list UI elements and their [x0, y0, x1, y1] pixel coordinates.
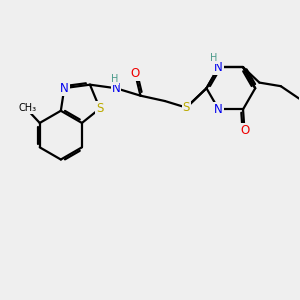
Text: O: O — [240, 124, 249, 137]
Text: S: S — [183, 101, 190, 114]
Text: CH₃: CH₃ — [18, 103, 36, 113]
Text: N: N — [60, 82, 69, 94]
Text: O: O — [130, 67, 140, 80]
Text: H: H — [210, 53, 217, 63]
Text: H: H — [111, 74, 118, 84]
Text: N: N — [214, 61, 223, 74]
Text: N: N — [112, 82, 121, 95]
Text: S: S — [96, 102, 103, 115]
Text: N: N — [214, 103, 223, 116]
